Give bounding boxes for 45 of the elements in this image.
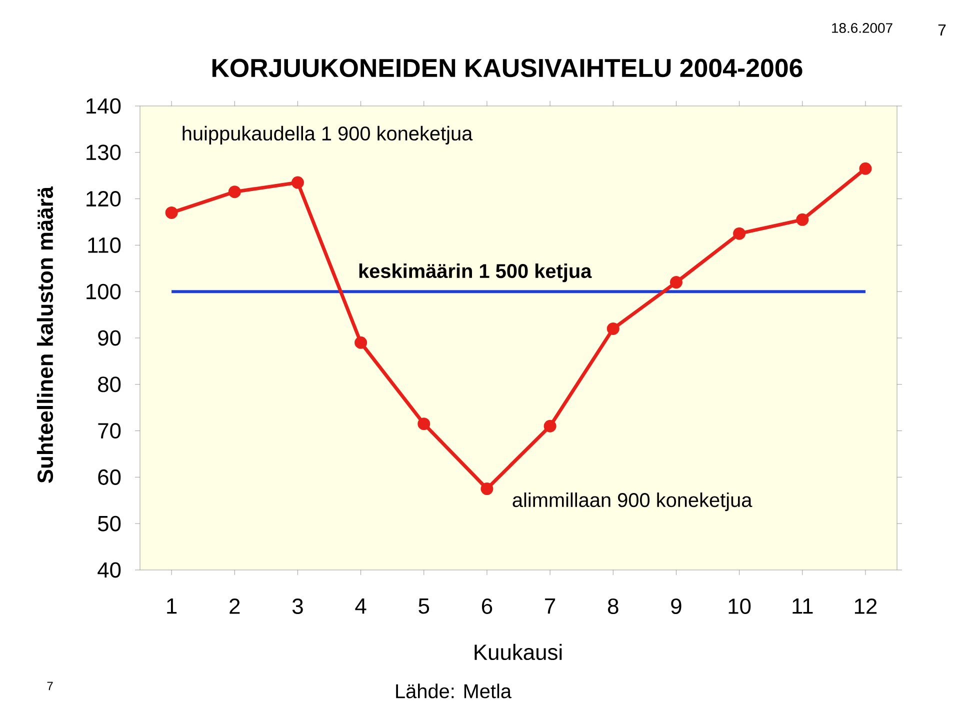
x-tick-label: 5 — [418, 598, 430, 614]
point — [859, 162, 872, 175]
x-tick-label: 7 — [545, 598, 556, 614]
point — [606, 322, 620, 335]
x-tick-label: 2 — [230, 598, 240, 614]
x-tick-label: 10 — [728, 598, 751, 614]
y-tick-label: 90 — [98, 330, 121, 346]
point — [544, 420, 556, 432]
point — [291, 176, 304, 189]
y-tick-label: 140 — [86, 98, 121, 114]
point — [228, 186, 241, 198]
y-tick-label: 100 — [86, 284, 121, 300]
point — [796, 213, 809, 226]
text: 18.6.2007 — [832, 23, 892, 33]
text: Lähde: Metla — [396, 684, 512, 698]
annotation: huippukaudella 1 900 koneketjua — [182, 126, 473, 145]
x-tick-label: 6 — [482, 598, 492, 614]
x-tick-label: 8 — [608, 598, 618, 614]
ref-line-label: keskimäärin 1 500 ketjua — [359, 263, 592, 282]
y-tick-label: 80 — [98, 376, 121, 392]
y-tick-label: 120 — [86, 191, 121, 207]
point — [733, 227, 746, 240]
text: 7 — [938, 24, 946, 36]
y-tick-label: 40 — [98, 562, 121, 578]
x-tick-label: 4 — [355, 598, 366, 614]
y-tick-label: 70 — [98, 423, 121, 439]
point — [418, 418, 430, 430]
x-axis-title: Kuukausi — [474, 644, 562, 660]
point — [480, 482, 494, 496]
x-tick-label: 3 — [292, 598, 303, 614]
x-tick-label: 9 — [671, 598, 682, 614]
point — [354, 336, 368, 349]
x-tick-label: 12 — [854, 598, 877, 614]
chart-title: KORJUUKONEIDEN KAUSIVAIHTELU 2004-2006 — [212, 58, 802, 78]
y-tick-label: 130 — [86, 144, 121, 160]
y-tick-label: 110 — [88, 237, 121, 253]
y-axis-title: Suhteellinen kaluston määrä — [36, 186, 54, 483]
point — [670, 276, 682, 289]
x-tick-label: 11 — [792, 598, 813, 614]
annotation: alimmillaan 900 koneketjua — [512, 492, 752, 512]
text: 7 — [47, 682, 53, 690]
y-tick-label: 50 — [98, 516, 121, 532]
point — [165, 206, 178, 219]
y-tick-label: 60 — [98, 469, 121, 485]
x-tick-label: 1 — [167, 598, 177, 614]
